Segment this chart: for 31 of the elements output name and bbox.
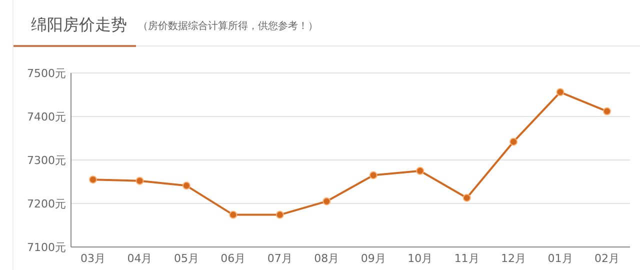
x-tick-label: 10月 — [408, 252, 433, 265]
y-tick-label: 7300元 — [27, 154, 66, 167]
x-tick-label: 02月 — [594, 252, 620, 265]
point — [182, 182, 190, 190]
y-tick-label: 7100元 — [27, 240, 66, 254]
point — [416, 166, 424, 175]
chart-title: 绵阳房价走势 — [31, 15, 127, 34]
x-tick-label: 08月 — [314, 252, 340, 265]
x-tick-label: 07月 — [267, 252, 292, 265]
x-tick-label: 04月 — [127, 252, 152, 265]
x-tick-label: 09月 — [360, 252, 386, 265]
x-tick-label: 12月 — [501, 252, 526, 265]
point — [369, 171, 378, 180]
y-tick-label: 7500元 — [27, 66, 66, 80]
x-tick-label: 03月 — [80, 252, 106, 265]
point — [136, 176, 144, 185]
x-tick-label: 06月 — [220, 252, 246, 265]
x-tick-label: 11月 — [454, 252, 480, 265]
point — [603, 107, 611, 116]
x-tick-label: 01月 — [548, 252, 573, 265]
point — [510, 138, 518, 146]
point — [89, 176, 97, 184]
y-tick-label: 7200元 — [27, 197, 66, 210]
point — [556, 88, 564, 96]
point — [322, 197, 331, 206]
x-tick-label: 05月 — [174, 252, 199, 265]
y-tick-label: 7400元 — [27, 110, 66, 124]
point — [462, 194, 471, 202]
point — [276, 210, 284, 219]
point — [229, 210, 238, 219]
chart-subtitle: （房价数据综合计算所得，供您参考！） — [138, 20, 318, 32]
